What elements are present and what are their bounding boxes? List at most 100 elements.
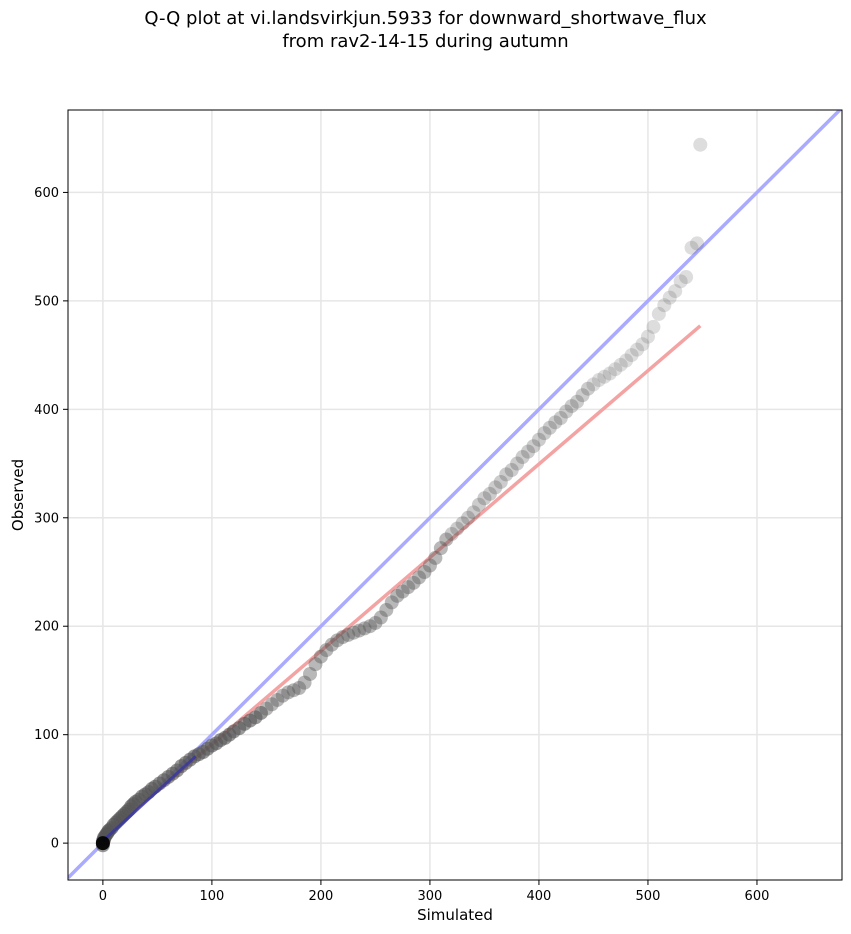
- x-tick-label: 0: [99, 889, 107, 904]
- y-tick-label: 600: [34, 186, 59, 201]
- data-point: [330, 633, 345, 648]
- data-point: [428, 550, 443, 565]
- data-point: [608, 362, 623, 377]
- data-point: [668, 284, 683, 299]
- axes-frame: [67, 109, 843, 881]
- data-point: [542, 420, 557, 435]
- data-point: [586, 377, 601, 392]
- data-point: [308, 657, 323, 672]
- data-point: [482, 486, 497, 501]
- data-point: [537, 426, 552, 441]
- data-point: [292, 681, 307, 696]
- y-tick-label: 200: [34, 620, 59, 635]
- data-point: [662, 290, 677, 305]
- data-point: [640, 329, 655, 344]
- data-point: [439, 532, 454, 547]
- data-point: [477, 491, 492, 506]
- x-tick-label: 100: [199, 889, 224, 904]
- data-point: [526, 439, 541, 454]
- points-layer: [95, 137, 708, 853]
- data-point: [591, 373, 606, 388]
- data-point: [303, 666, 318, 681]
- data-point: [346, 625, 361, 640]
- data-point: [319, 643, 334, 658]
- data-point: [373, 610, 388, 625]
- data-point: [515, 450, 530, 465]
- data-point: [553, 411, 568, 425]
- data-point: [613, 357, 628, 372]
- data-point: [281, 685, 296, 700]
- chart-title-line-2: from rav2-14-15 during autumn: [282, 31, 569, 52]
- data-point: [297, 675, 312, 690]
- data-point: [313, 649, 328, 664]
- ticks-layer: 0 100 200 300 400 500 600 0 100 200 300 400 500 600: [34, 186, 769, 904]
- data-point: [624, 348, 639, 363]
- data-point: [504, 463, 519, 478]
- data-point: [264, 697, 279, 712]
- data-point: [521, 444, 536, 459]
- data-point: [352, 623, 367, 638]
- data-point: [488, 480, 503, 495]
- data-point: [690, 236, 705, 251]
- data-point: [401, 580, 416, 595]
- data-point: [461, 510, 476, 525]
- data-point: [444, 527, 459, 542]
- x-tick-label: 400: [527, 889, 552, 904]
- data-point: [379, 602, 394, 617]
- x-tick-label: 300: [418, 889, 443, 904]
- data-point: [679, 270, 694, 285]
- data-point: [324, 637, 339, 652]
- data-point: [357, 621, 372, 636]
- data-point: [673, 274, 688, 289]
- data-point: [570, 394, 585, 409]
- data-point: [406, 575, 421, 590]
- data-point: [433, 541, 448, 556]
- y-axis-label: Observed: [9, 459, 27, 531]
- data-point: [597, 369, 612, 384]
- data-point: [270, 692, 285, 707]
- data-point: [341, 627, 356, 642]
- data-point: [412, 570, 427, 585]
- x-tick-label: 600: [745, 889, 770, 904]
- y-tick-label: 400: [34, 403, 59, 418]
- data-point: [619, 353, 634, 368]
- data-point: [564, 399, 579, 414]
- data-point: [450, 521, 465, 536]
- data-point: [499, 467, 514, 482]
- x-axis-label: Simulated: [417, 906, 493, 924]
- data-point: [646, 319, 661, 334]
- data-point: [602, 366, 617, 381]
- data-point: [531, 432, 546, 447]
- data-point: [335, 630, 350, 645]
- data-point: [657, 298, 672, 313]
- data-point: [417, 565, 432, 579]
- data-point: [286, 683, 301, 698]
- data-point: [259, 701, 274, 716]
- origin-point: [95, 836, 110, 851]
- data-point: [384, 595, 399, 610]
- data-point: [635, 337, 650, 352]
- y-tick-label: 0: [51, 837, 59, 852]
- data-point: [548, 415, 563, 430]
- data-point: [275, 688, 290, 703]
- data-point: [580, 381, 595, 396]
- data-point: [510, 456, 525, 471]
- y-tick-label: 500: [34, 294, 59, 309]
- y-tick-label: 100: [34, 728, 59, 743]
- data-point: [630, 342, 645, 357]
- data-point: [559, 404, 574, 419]
- data-point: [390, 588, 405, 603]
- data-point: [471, 497, 486, 512]
- chart-title-line-1: Q-Q plot at vi.landsvirkjun.5933 for dow…: [144, 8, 707, 29]
- x-tick-label: 200: [308, 889, 333, 904]
- data-point: [395, 584, 410, 599]
- data-point: [575, 388, 590, 403]
- data-point: [466, 505, 481, 520]
- data-point: [422, 558, 437, 573]
- low-quantile-line: [101, 755, 197, 843]
- x-tick-label: 500: [636, 889, 661, 904]
- data-point: [253, 705, 268, 720]
- data-point: [693, 137, 708, 152]
